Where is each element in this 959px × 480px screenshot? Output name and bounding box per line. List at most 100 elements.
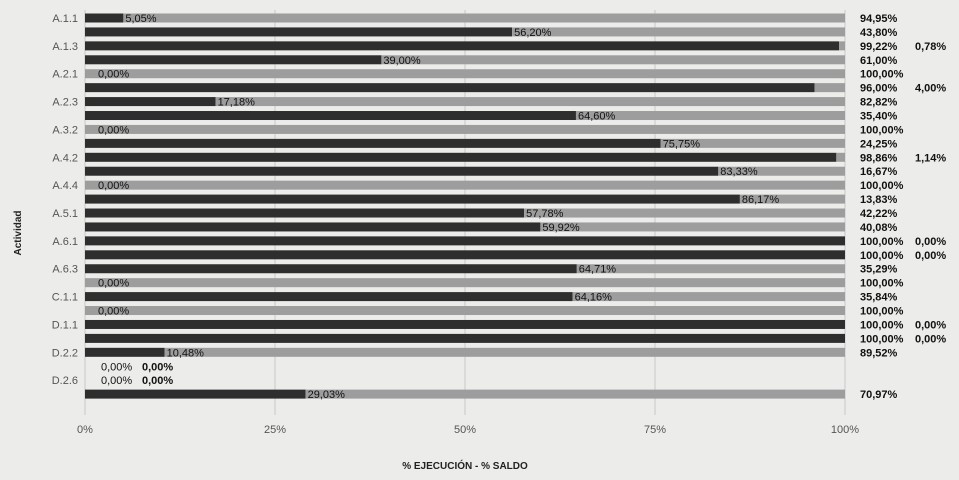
y-tick-label: A.1.1 <box>52 13 78 25</box>
exec-bar <box>85 250 845 260</box>
exec-bar <box>85 55 382 65</box>
exec-bar <box>85 13 124 23</box>
saldo-bar <box>718 166 845 176</box>
x-tick-label: 100% <box>831 424 859 436</box>
exec-label: 0,00% <box>98 69 129 81</box>
exec-bar <box>85 97 216 107</box>
exec-bar <box>85 319 845 329</box>
saldo-bar <box>512 27 845 37</box>
saldo-bar <box>85 69 845 79</box>
exec-label: 59,92% <box>542 222 580 234</box>
saldo-label: 0,00% <box>142 375 173 387</box>
saldo-bar <box>814 83 845 93</box>
exec-label: 99,22% <box>860 41 898 53</box>
saldo-label: 100,00% <box>860 278 904 290</box>
saldo-label: 0,00% <box>915 319 946 331</box>
exec-bar <box>85 194 740 204</box>
exec-label: 100,00% <box>860 250 904 262</box>
exec-label: 98,86% <box>860 152 898 164</box>
saldo-label: 0,00% <box>915 333 946 345</box>
x-tick-label: 0% <box>77 424 93 436</box>
exec-bar <box>85 292 573 302</box>
exec-bar <box>85 208 525 218</box>
exec-label: 96,00% <box>860 83 898 95</box>
exec-bar <box>85 27 513 37</box>
saldo-bar <box>572 292 845 302</box>
saldo-bar <box>164 347 845 357</box>
saldo-label: 82,82% <box>860 97 898 109</box>
saldo-label: 100,00% <box>860 180 904 192</box>
y-tick-label: A.2.1 <box>52 69 78 81</box>
saldo-label: 24,25% <box>860 138 898 150</box>
exec-label: 17,18% <box>218 97 256 109</box>
y-tick-labels: A.1.1 A.1.3 A.2.1 A.2.3 A.3.2 A.4.2 A.4.4 A.5.1… <box>52 13 78 387</box>
saldo-bar <box>85 278 845 288</box>
saldo-label: 4,00% <box>915 83 946 95</box>
exec-bar <box>85 166 719 176</box>
x-axis-title: % EJECUCIÓN - % SALDO <box>402 459 528 472</box>
exec-label: 75,75% <box>663 138 701 150</box>
exec-label: 0,00% <box>101 375 132 387</box>
exec-label: 57,78% <box>526 208 564 220</box>
saldo-bar <box>85 124 845 134</box>
saldo-bar <box>660 138 845 148</box>
saldo-label: 16,67% <box>860 166 898 178</box>
saldo-bar <box>540 222 845 232</box>
exec-label: 86,17% <box>742 194 780 206</box>
saldo-bar <box>524 208 845 218</box>
exec-bar <box>85 138 661 148</box>
saldo-label: 94,95% <box>860 13 898 25</box>
saldo-label: 35,84% <box>860 292 898 304</box>
saldo-bar <box>576 264 845 274</box>
exec-label: 100,00% <box>860 319 904 331</box>
x-tick-labels: 0% 25% 50% 75% 100% <box>77 424 859 436</box>
exec-bar <box>85 222 541 232</box>
exec-label: 83,33% <box>720 166 758 178</box>
saldo-bar <box>575 111 845 121</box>
y-tick-label: D.2.6 <box>52 375 78 387</box>
saldo-label: 100,00% <box>860 69 904 81</box>
saldo-label: 89,52% <box>860 347 898 359</box>
x-tick-label: 50% <box>454 424 476 436</box>
data-labels: 5,05% 94,95% 56,20% 43,80% 99,22% 0,78% 39,00%… <box>98 13 946 401</box>
exec-bar <box>85 347 165 357</box>
y-tick-label: A.4.2 <box>52 152 78 164</box>
exec-label: 56,20% <box>514 27 552 39</box>
exec-bar <box>85 389 306 399</box>
saldo-label: 43,80% <box>860 27 898 39</box>
exec-label: 64,71% <box>579 264 617 276</box>
exec-bar <box>85 264 577 274</box>
exec-bar <box>85 41 840 51</box>
saldo-label: 42,22% <box>860 208 898 220</box>
exec-bar <box>85 333 845 343</box>
exec-label: 100,00% <box>860 333 904 345</box>
y-tick-label: A.3.2 <box>52 124 78 136</box>
exec-label: 0,00% <box>98 124 129 136</box>
saldo-bar <box>215 97 845 107</box>
exec-bar <box>85 111 576 121</box>
exec-label: 29,03% <box>308 389 346 401</box>
exec-label: 0,00% <box>101 361 132 373</box>
saldo-bar <box>305 389 845 399</box>
y-tick-label: A.2.3 <box>52 97 78 109</box>
y-tick-label: A.6.3 <box>52 264 78 276</box>
saldo-label: 35,40% <box>860 111 898 123</box>
exec-label: 0,00% <box>98 278 129 290</box>
bars <box>85 13 845 399</box>
saldo-bar <box>836 152 845 162</box>
exec-bar <box>85 83 815 93</box>
x-tick-label: 25% <box>264 424 286 436</box>
saldo-label: 100,00% <box>860 306 904 318</box>
exec-label: 10,48% <box>167 347 205 359</box>
x-tick-label: 75% <box>644 424 666 436</box>
saldo-label: 0,78% <box>915 41 946 53</box>
saldo-label: 35,29% <box>860 264 898 276</box>
saldo-label: 0,00% <box>915 236 946 248</box>
y-tick-label: A.4.4 <box>52 180 78 192</box>
exec-label: 64,60% <box>578 111 616 123</box>
saldo-bar <box>123 13 845 23</box>
saldo-bar <box>85 306 845 316</box>
y-tick-label: A.1.3 <box>52 41 78 53</box>
saldo-bar <box>839 41 845 51</box>
